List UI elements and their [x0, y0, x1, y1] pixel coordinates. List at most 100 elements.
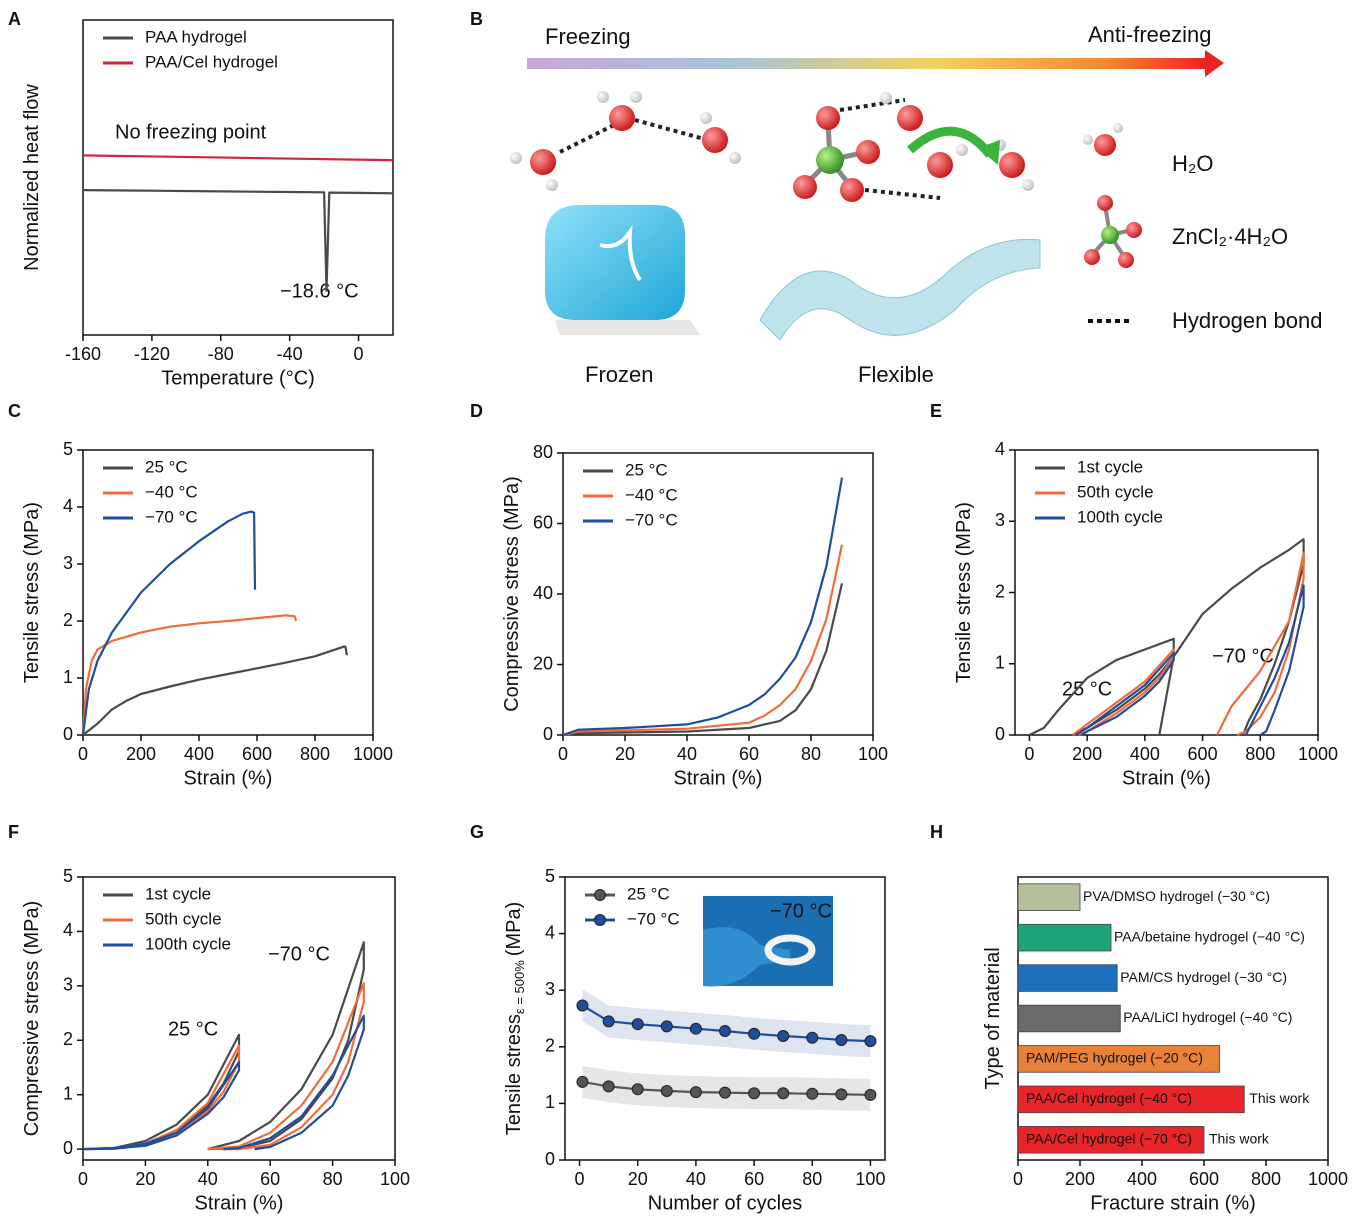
x-tick-label: 600 [242, 744, 272, 764]
series-line [563, 545, 842, 735]
x-tick-label: 60 [260, 1169, 280, 1189]
panel-label: F [8, 822, 19, 842]
y-axis-title: Compressive stress (MPa) [21, 901, 43, 1137]
x-axis-title: Fracture strain (%) [1090, 1192, 1256, 1214]
x-tick-label: 200 [1072, 744, 1102, 764]
annotation: −70 °C [770, 900, 832, 922]
bar [1018, 924, 1111, 951]
series-line [83, 190, 393, 291]
marker [807, 1032, 818, 1043]
y-tick-label: 1 [995, 653, 1005, 673]
marker [632, 1019, 643, 1030]
y-tick-label: 0 [63, 724, 73, 744]
legend-label: −70 °C [625, 510, 678, 529]
x-axis-title: Number of cycles [648, 1192, 803, 1214]
legend-label: 100th cycle [1077, 507, 1163, 526]
x-tick-label: -160 [65, 344, 101, 364]
annotation: −70 °C [268, 943, 330, 965]
x-tick-label: 0 [575, 1169, 585, 1189]
legend-label: 50th cycle [145, 909, 222, 928]
legend-label: 1st cycle [145, 884, 211, 903]
caption: Flexible [858, 362, 934, 387]
legend-label: −40 °C [145, 482, 198, 501]
series-line [83, 942, 364, 1149]
series-line [83, 615, 296, 735]
legend-label: Hydrogen bond [1172, 308, 1322, 333]
x-tick-label: 80 [801, 744, 821, 764]
marker [661, 1021, 672, 1032]
x-axis-title: Strain (%) [1122, 767, 1211, 789]
x-tick-label: 40 [198, 1169, 218, 1189]
marker [778, 1088, 789, 1099]
x-tick-label: 0 [78, 744, 88, 764]
y-tick-label: 1 [545, 1092, 555, 1112]
y-tick-label: 40 [533, 583, 553, 603]
x-tick-label: 100 [855, 1169, 885, 1189]
y-tick-label: 5 [63, 439, 73, 459]
bar [1018, 1005, 1120, 1032]
x-tick-label: 100 [380, 1169, 410, 1189]
y-axis-title-main: Tensile stress (MPa) [21, 502, 43, 683]
marker [778, 1031, 789, 1042]
y-tick-label: 0 [995, 724, 1005, 744]
x-tick-label: 800 [300, 744, 330, 764]
y-tick-label: 4 [545, 922, 555, 942]
marker [836, 1089, 847, 1100]
legend-marker [595, 915, 606, 926]
y-axis-title-main: Compressive stress (MPa) [21, 901, 43, 1137]
marker [603, 1081, 614, 1092]
series-line [563, 583, 842, 735]
y-axis-title: Type of material [982, 947, 1004, 1089]
x-tick-label: 40 [686, 1169, 706, 1189]
series-line [1029, 539, 1303, 735]
x-tick-label: 0 [78, 1169, 88, 1189]
x-tick-label: 20 [615, 744, 635, 764]
y-tick-label: 20 [533, 653, 553, 673]
panel-label: C [8, 401, 21, 421]
marker [749, 1028, 760, 1039]
figure: Freezing Anti-freezing [0, 0, 1361, 1224]
bar-label: PAM/CS hydrogel (−30 °C) [1120, 969, 1287, 985]
y-tick-label: 4 [995, 439, 1005, 459]
x-axis-title: Strain (%) [184, 767, 273, 789]
x-tick-label: 800 [1251, 1169, 1281, 1189]
x-tick-label: 0 [1024, 744, 1034, 764]
marker [836, 1035, 847, 1046]
marker [632, 1084, 643, 1095]
legend-label: 25 °C [625, 460, 668, 479]
bar [1018, 884, 1080, 911]
flexible-sheet [760, 239, 1040, 340]
x-tick-label: 400 [184, 744, 214, 764]
x-tick-label: 80 [323, 1169, 343, 1189]
y-axis-title: Tensile stress (MPa) [21, 502, 43, 683]
x-axis-title: Strain (%) [674, 767, 763, 789]
bar-label: PAM/PEG hydrogel (−20 °C) [1026, 1050, 1203, 1066]
zinc-cluster [793, 92, 1034, 202]
bar-label: PAA/Cel hydrogel (−70 °C) [1026, 1130, 1192, 1146]
x-tick-label: 100 [858, 744, 888, 764]
annotation: −18.6 °C [280, 280, 359, 302]
bar-label: PVA/DMSO hydrogel (−30 °C) [1083, 888, 1270, 904]
bar-note: This work [1249, 1090, 1310, 1106]
y-tick-label: 0 [543, 724, 553, 744]
legend-label: 25 °C [145, 457, 188, 476]
x-tick-label: 0 [558, 744, 568, 764]
bar-note: This work [1209, 1130, 1270, 1146]
y-tick-label: 0 [545, 1149, 555, 1169]
legend-marker [595, 890, 606, 901]
y-tick-label: 2 [63, 610, 73, 630]
y-tick-label: 80 [533, 442, 553, 462]
marker [661, 1085, 672, 1096]
x-tick-label: 60 [739, 744, 759, 764]
y-axis-title: Tensile stress (MPa) [953, 502, 975, 683]
bar [1018, 965, 1117, 992]
marker [577, 1076, 588, 1087]
ice-cube [545, 205, 700, 335]
marker [720, 1025, 731, 1036]
bar-label: PAA/Cel hydrogel (−40 °C) [1026, 1090, 1192, 1106]
legend-label: 25 °C [627, 884, 670, 903]
y-tick-label: 3 [63, 553, 73, 573]
legend-label: −70 °C [145, 507, 198, 526]
y-tick-label: 2 [545, 1036, 555, 1056]
marker [749, 1088, 760, 1099]
